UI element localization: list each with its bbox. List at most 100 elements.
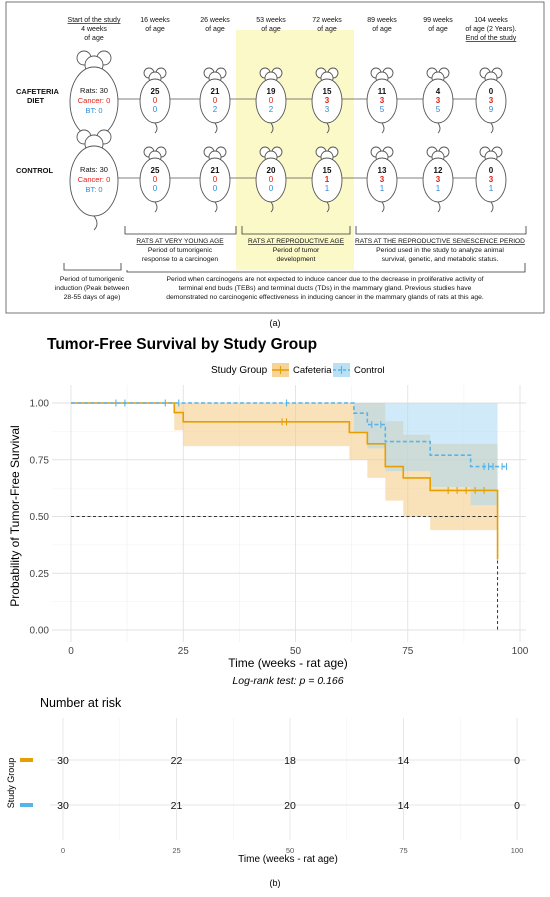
- rats-count: 15: [323, 87, 332, 96]
- timeline-label: of age: [261, 26, 281, 33]
- bt-count: 1: [489, 184, 494, 193]
- rats-count: 0: [489, 87, 494, 96]
- cancer-count: 3: [489, 175, 494, 184]
- note-left-line: Period of tumorigenic: [60, 276, 125, 283]
- timepoint-rat-icon: [311, 67, 343, 134]
- rat-body: [422, 157, 454, 203]
- km-censor-marks: [115, 399, 508, 494]
- bt-count: 0: [269, 184, 274, 193]
- km-x-tick-label: 75: [402, 646, 414, 657]
- risk-cell: 20: [284, 800, 296, 812]
- rat-tail: [270, 122, 274, 134]
- risk-table-title: Number at risk: [40, 696, 122, 710]
- rat-tail: [437, 122, 441, 134]
- timeline-label: of age (2 Years).: [465, 26, 516, 33]
- cancer-count: 1: [325, 175, 330, 184]
- legend-label-cafeteria: Cafeteria: [293, 365, 332, 376]
- timeline-label: 104 weeks: [474, 17, 508, 24]
- risk-x-tick-label: 0: [61, 846, 65, 855]
- rat-tail: [270, 201, 274, 213]
- rat-tail: [93, 215, 98, 231]
- rats-count: 21: [211, 166, 220, 175]
- start-bt-count: BT: 0: [85, 185, 102, 194]
- period-text: development: [277, 256, 316, 263]
- rat-body: [366, 157, 398, 203]
- rat-tail: [490, 201, 494, 213]
- period-title: RATS AT REPRODUCTIVE AGE: [248, 238, 345, 245]
- group-label: CONTROL: [16, 166, 53, 175]
- risk-x-tick-label: 100: [511, 846, 524, 855]
- timeline-label: 89 weeks: [367, 17, 397, 24]
- bt-count: 1: [325, 184, 330, 193]
- risk-grid: [50, 718, 526, 840]
- bracket-shape: [355, 226, 527, 235]
- rats-count: 12: [434, 166, 443, 175]
- risk-x-tick-label: 75: [399, 846, 407, 855]
- rat-tail: [381, 122, 385, 134]
- survival-curve-cafeteria: [71, 402, 499, 560]
- rat-body: [422, 78, 454, 124]
- period-text: survival, genetic, and metabolic status.: [382, 256, 499, 263]
- risk-row-color-key: [20, 758, 33, 762]
- rat-tail: [326, 122, 330, 134]
- bt-count: 1: [436, 184, 441, 193]
- timepoint-rat-icon: [422, 146, 454, 213]
- rats-count: 15: [323, 166, 332, 175]
- panel-a-caption: (a): [270, 318, 281, 328]
- bt-count: 3: [325, 105, 330, 114]
- rat-tail: [437, 201, 441, 213]
- risk-row-color-key: [20, 803, 33, 807]
- timeline-label: 16 weeks: [140, 17, 170, 24]
- risk-x-tick-label: 50: [286, 846, 294, 855]
- cancer-count: 0: [213, 96, 218, 105]
- period-bracket: RATS AT REPRODUCTIVE AGE Period of tumor d…: [241, 226, 351, 263]
- note-right-line: demonstrated no carcinogenic effectivene…: [166, 294, 484, 301]
- timepoint-rat-icon: [366, 67, 398, 134]
- rat-body: [139, 157, 171, 203]
- cancer-count: 0: [213, 175, 218, 184]
- km-x-tick-label: 25: [178, 646, 190, 657]
- timeline-labels: Start of the study 4 weeks of age 16 weeks o…: [68, 17, 517, 42]
- risk-cell: 22: [171, 755, 183, 767]
- note-left-line: 28-55 days of age): [64, 294, 121, 301]
- risk-tick-labels: 0 25 50 75 100: [61, 846, 523, 855]
- chart-legend: Study Group Cafeteria Control: [211, 363, 385, 377]
- chart-title: Tumor-Free Survival by Study Group: [47, 336, 317, 353]
- km-y-tick-label: 0.75: [30, 455, 50, 466]
- km-y-tick-label: 1.00: [30, 399, 50, 410]
- risk-cell: 14: [398, 800, 410, 812]
- timeline-label: of age: [205, 26, 225, 33]
- note-bracket-right: [126, 263, 526, 273]
- period-title: RATS AT VERY YOUNG AGE: [136, 238, 224, 245]
- km-y-tick-label: 0.00: [30, 626, 50, 637]
- cancer-count: 0: [269, 96, 274, 105]
- timepoint-rat-icon: [422, 67, 454, 134]
- period-notes: Period of tumorigenic induction (Peak bet…: [55, 263, 526, 301]
- period-bracket: RATS AT VERY YOUNG AGE Period of tumorige…: [124, 226, 237, 263]
- start-rat-icon: [69, 50, 119, 152]
- rats-count: 0: [489, 166, 494, 175]
- rats-count: 20: [267, 166, 276, 175]
- bt-count: 0: [153, 105, 158, 114]
- timeline-label: 4 weeks: [81, 26, 107, 33]
- cancer-count: 0: [153, 175, 158, 184]
- km-x-tick-label: 0: [68, 646, 74, 657]
- rat-body: [255, 78, 287, 124]
- panel-a-frame: [5, 1, 545, 314]
- timeline-label: 99 weeks: [423, 17, 453, 24]
- timeline-label: 72 weeks: [312, 17, 342, 24]
- timepoint-rat-icon: [475, 67, 507, 134]
- cancer-count: 0: [269, 175, 274, 184]
- period-bracket: RATS AT THE REPRODUCTIVE SENESCENCE PERI…: [355, 226, 527, 263]
- risk-cell: 30: [57, 800, 69, 812]
- bt-count: 0: [153, 184, 158, 193]
- timeline-label: of age: [317, 26, 337, 33]
- start-bt-count: BT: 0: [85, 106, 102, 115]
- rat-tail: [214, 201, 218, 213]
- km-x-tick-label: 100: [512, 646, 529, 657]
- cancer-count: 3: [380, 175, 385, 184]
- period-brackets: RATS AT VERY YOUNG AGE Period of tumorige…: [124, 226, 527, 263]
- timepoint-rat-icon: [475, 146, 507, 213]
